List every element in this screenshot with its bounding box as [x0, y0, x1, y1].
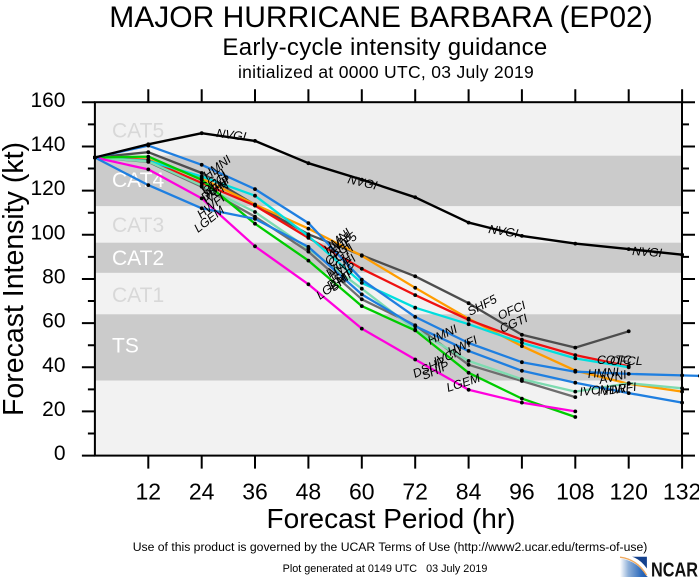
- svg-text:160: 160: [30, 89, 65, 112]
- svg-text:Early-cycle intensity guidance: Early-cycle intensity guidance: [222, 34, 547, 61]
- svg-text:96: 96: [509, 479, 535, 505]
- svg-text:0: 0: [54, 442, 66, 465]
- svg-text:IVDR: IVDR: [596, 381, 627, 399]
- svg-text:60: 60: [42, 310, 65, 333]
- svg-text:132: 132: [663, 479, 699, 505]
- svg-text:140: 140: [30, 133, 65, 156]
- svg-text:IVCN: IVCN: [579, 382, 610, 399]
- svg-text:36: 36: [242, 479, 268, 505]
- svg-text:Forecast Intensity (kt): Forecast Intensity (kt): [0, 142, 30, 416]
- svg-text:48: 48: [296, 479, 322, 505]
- svg-text:24: 24: [189, 479, 215, 505]
- svg-text:40: 40: [42, 354, 65, 377]
- svg-text:NVGI: NVGI: [346, 172, 379, 192]
- svg-text:HMNI: HMNI: [587, 365, 620, 381]
- svg-text:Use of this product is governe: Use of this product is governed by the U…: [133, 540, 648, 554]
- svg-text:72: 72: [402, 479, 428, 505]
- svg-text:20: 20: [42, 398, 65, 421]
- svg-text:HWFI: HWFI: [604, 380, 637, 398]
- svg-text:80: 80: [42, 266, 65, 289]
- svg-text:Forecast Period (hr): Forecast Period (hr): [267, 503, 516, 534]
- svg-text:NVGI: NVGI: [488, 222, 520, 241]
- svg-text:OFCL: OFCL: [610, 354, 643, 368]
- svg-text:108: 108: [556, 479, 594, 505]
- svg-text:CAT3: CAT3: [112, 214, 164, 237]
- svg-text:COTC: COTC: [597, 353, 632, 367]
- svg-text:CAT5: CAT5: [112, 120, 164, 143]
- svg-text:AVNI: AVNI: [597, 367, 629, 387]
- svg-text:TS: TS: [112, 335, 139, 358]
- svg-text:120: 120: [30, 177, 65, 200]
- svg-text:120: 120: [610, 479, 648, 505]
- svg-text:MAJOR HURRICANE BARBARA (EP02): MAJOR HURRICANE BARBARA (EP02): [109, 1, 652, 34]
- svg-text:60: 60: [349, 479, 375, 505]
- svg-text:12: 12: [136, 479, 162, 505]
- svg-text:initialized at 0000 UTC, 03 Ju: initialized at 0000 UTC, 03 July 2019: [238, 62, 534, 82]
- svg-text:NVGI: NVGI: [216, 126, 248, 144]
- svg-text:NVGI: NVGI: [632, 244, 663, 260]
- svg-text:100: 100: [30, 221, 65, 244]
- svg-text:Plot generated at 0149 UTC 0: Plot generated at 0149 UTC 03 July 2019: [283, 563, 488, 575]
- svg-text:CAT2: CAT2: [112, 247, 164, 270]
- svg-text:NCAR: NCAR: [651, 559, 698, 577]
- svg-text:84: 84: [456, 479, 482, 505]
- svg-text:CAT1: CAT1: [112, 284, 164, 307]
